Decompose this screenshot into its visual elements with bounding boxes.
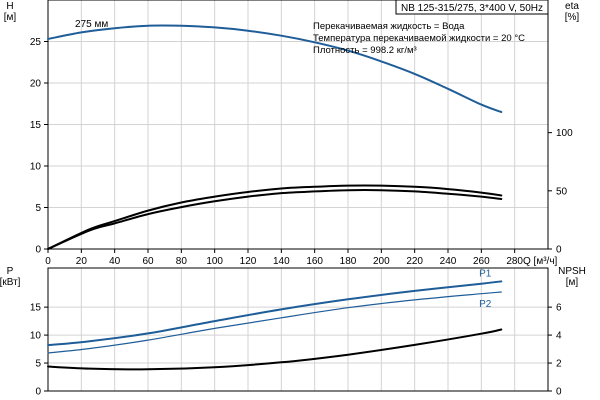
x-tick-label: 200 bbox=[373, 256, 390, 267]
info-line-temperature: Температура перекачиваемой жидкости = 20… bbox=[313, 33, 525, 44]
plot-frame bbox=[47, 267, 549, 392]
x-tick-label: 0 bbox=[45, 256, 51, 267]
x-tick-label: 260 bbox=[473, 256, 490, 267]
y-right-axis-label: eta [%] bbox=[565, 1, 580, 23]
y-left-axis-label: P [кВт] bbox=[0, 266, 21, 288]
x-tick-label: 40 bbox=[109, 256, 121, 267]
x-axis-label: Q [м³/ч] bbox=[523, 256, 558, 267]
series-label-p2: P2 bbox=[479, 299, 492, 310]
chart-header: NB 125-315/275, 3*400 V, 50Hz Перекачива… bbox=[313, 0, 549, 56]
y-left-tick-label: 15 bbox=[30, 303, 42, 314]
x-tick-label: 120 bbox=[240, 256, 257, 267]
x-tick-label: 80 bbox=[176, 256, 188, 267]
head-efficiency-panel: 0 5 10 15 20 25 0 50 100 H [м] eta [%] 0 20 40 60 80 100 12… bbox=[4, 0, 580, 267]
y-right-tick-label: 0 bbox=[556, 387, 562, 398]
y-right-tick-label: 4 bbox=[556, 331, 562, 342]
y-left-tick-label: 20 bbox=[30, 79, 42, 90]
x-tick-label: 160 bbox=[306, 256, 323, 267]
y-left-tick-label: 5 bbox=[35, 359, 41, 370]
curve-annotation: 275 мм bbox=[75, 19, 108, 30]
y-right-tick-label: 100 bbox=[556, 128, 573, 139]
x-tick-label: 220 bbox=[406, 256, 423, 267]
y-right-axis-label: NPSH [м] bbox=[558, 266, 586, 288]
y-right-tick-label: 50 bbox=[556, 186, 568, 197]
series-line-curve-1 bbox=[47, 184, 503, 250]
series-line-p1 bbox=[47, 280, 503, 347]
series-label-p1: P1 bbox=[479, 268, 492, 279]
title-box bbox=[395, 0, 549, 15]
info-line-liquid: Перекачиваемая жидкость = Вода bbox=[313, 21, 465, 32]
y-left-axis-label: H [м] bbox=[4, 1, 17, 23]
y-left-tick-label: 10 bbox=[30, 162, 42, 173]
y-right-tick-label: 6 bbox=[556, 303, 562, 314]
y-left-tick-label: 25 bbox=[30, 37, 42, 48]
y-right-tick-label: 0 bbox=[556, 245, 562, 256]
info-line-density: Плотность = 998.2 кг/м³ bbox=[313, 45, 417, 56]
x-tick-label: 180 bbox=[340, 256, 357, 267]
y-left-tick-label: 5 bbox=[35, 203, 41, 214]
x-tick-label: 100 bbox=[206, 256, 223, 267]
power-npsh-panel: 0 5 10 15 0 2 4 6 P [кВт] NPSH [м] P1 P2 bbox=[0, 266, 586, 398]
y-right-tick-label: 2 bbox=[556, 359, 562, 370]
series-line-p2 bbox=[47, 291, 502, 354]
x-tick-label: 20 bbox=[76, 256, 88, 267]
x-tick-label: 240 bbox=[440, 256, 457, 267]
x-tick-label: 140 bbox=[273, 256, 290, 267]
series-line-275-мм bbox=[47, 24, 503, 113]
y-left-tick-label: 15 bbox=[30, 120, 42, 131]
series-line-curve-2 bbox=[47, 189, 503, 250]
series-line-npsh bbox=[47, 328, 503, 371]
chart-title: NB 125-315/275, 3*400 V, 50Hz bbox=[401, 3, 543, 14]
y-left-tick-label: 0 bbox=[35, 387, 41, 398]
y-left-tick-label: 10 bbox=[30, 331, 42, 342]
x-tick-label: 60 bbox=[142, 256, 154, 267]
y-left-tick-label: 0 bbox=[35, 245, 41, 256]
x-tick-label: 280 bbox=[506, 256, 523, 267]
